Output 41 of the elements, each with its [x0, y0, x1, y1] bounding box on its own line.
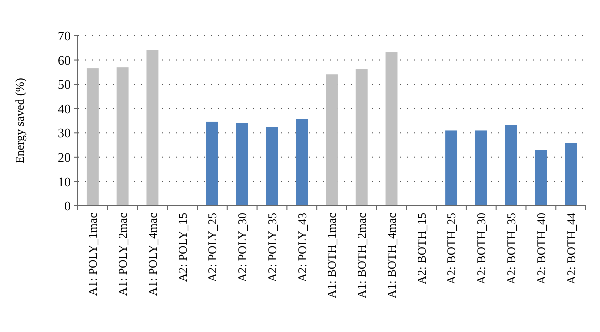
bar [86, 68, 99, 206]
y-tick-label: 40 [58, 101, 71, 116]
x-tick-label: A2: BOTH_15 [414, 213, 429, 285]
y-tick-label: 70 [58, 28, 71, 44]
x-tick-label: A2: POLY_25 [206, 213, 220, 282]
y-tick-label: 50 [58, 77, 71, 92]
bar [386, 52, 398, 206]
y-axis-title: Energy saved (%) [13, 78, 27, 164]
y-tick-label: 60 [58, 52, 71, 68]
bar [446, 130, 458, 206]
bar [475, 130, 488, 206]
y-tick-label: 0 [64, 198, 71, 214]
x-tick-label: A2: POLY_43 [295, 213, 310, 282]
bar [236, 123, 248, 206]
bar [296, 119, 308, 206]
x-tick-label: A1: POLY_1mac [86, 213, 100, 296]
bar [266, 127, 278, 206]
x-tick-label: A2: POLY_30 [236, 213, 250, 282]
bar [505, 125, 518, 206]
bar [116, 68, 129, 206]
x-tick-label: A2: BOTH_25 [444, 213, 459, 285]
x-tick-label: A2: BOTH_44 [564, 213, 578, 285]
x-tick-label: A2: POLY_35 [265, 213, 280, 282]
y-tick-label: 30 [58, 126, 71, 141]
x-tick-label: A1: BOTH_4mac [384, 213, 399, 299]
x-tick-label: A2: BOTH_40 [534, 213, 548, 285]
x-tick-label: A1: BOTH_2mac [355, 213, 370, 299]
bar [356, 70, 368, 206]
bar [535, 150, 548, 206]
bar [146, 50, 159, 206]
bar [326, 74, 338, 206]
x-tick-label: A1: POLY_2mac [116, 213, 130, 296]
x-tick-label: A2: POLY_15 [176, 213, 190, 282]
y-tick-label: 10 [58, 174, 71, 190]
x-tick-label: A2: BOTH_35 [504, 213, 518, 285]
x-tick-label: A2: BOTH_30 [474, 213, 489, 285]
x-tick-label: A1: BOTH_1mac [325, 213, 340, 299]
bar [565, 143, 578, 206]
x-tick-label: A1: POLY_4mac [146, 213, 160, 296]
y-tick-label: 20 [58, 150, 71, 165]
bar [206, 122, 218, 206]
